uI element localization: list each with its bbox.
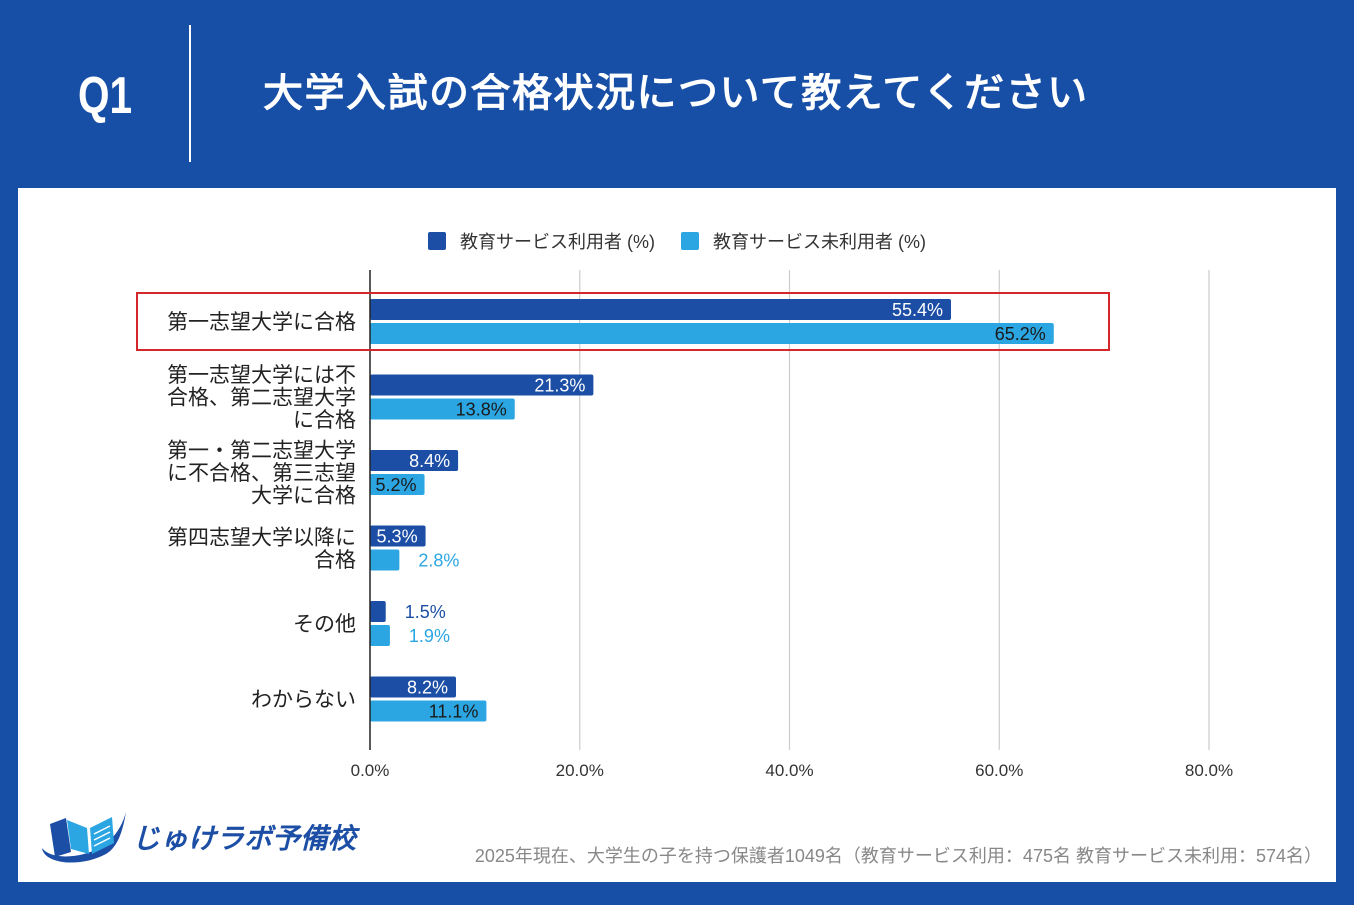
category-label-2: 第一・第二志望大学に不合格、第三志望大学に合格 [167, 440, 356, 508]
category-label-line: 合格、第二志望大学 [167, 387, 356, 410]
category-label-line: 大学に合格 [251, 485, 356, 508]
data-label-s0-c4: 1.5% [405, 602, 446, 622]
bar-s0-c2 [370, 450, 459, 471]
data-label-s0-c0: 55.4% [892, 300, 943, 320]
logo-page-line [93, 837, 111, 847]
data-label-s1-c0: 65.2% [995, 324, 1046, 344]
data-label-s0-c1: 21.3% [534, 375, 585, 395]
logo-book-cover [50, 818, 71, 857]
bar-s1-c1 [370, 398, 515, 420]
data-label-s1-c4: 1.9% [409, 626, 450, 646]
data-label-s0-c5: 8.2% [407, 677, 448, 697]
category-label-4: その他 [293, 613, 356, 636]
bar-s0-c3 [370, 525, 426, 547]
bar-s0-c4 [370, 601, 386, 622]
legend-label-nonuser: 教育サービス未利用者 (%) [713, 232, 926, 252]
bar-s0-c1 [370, 374, 594, 396]
logo-text: じゅけラボ予備校 [132, 823, 357, 854]
logo-book-icon [42, 812, 126, 863]
legend-swatch-nonuser [681, 232, 699, 250]
category-label-line: 合格 [314, 549, 356, 572]
legend-item-user: 教育サービス利用者 (%) [428, 228, 655, 254]
category-label-line: に合格 [293, 409, 356, 432]
legend-item-nonuser: 教育サービス未利用者 (%) [681, 228, 926, 254]
chart-panel: 0.0% 20.0% 40.0% 60.0% 80.0% 第一志望大学に合格 55.4% 65… [18, 188, 1336, 882]
logo-page-line [93, 831, 111, 841]
category-label-0: 第一志望大学に合格 [167, 311, 356, 334]
bar-s1-c2 [370, 474, 425, 495]
data-label-s1-c1: 13.8% [456, 399, 507, 419]
category-label-3: 第四志望大学以降に合格 [167, 526, 356, 572]
category-label-line: わからない [251, 689, 356, 712]
header: Q1 大学入試の合格状況について教えてください [0, 0, 1354, 188]
data-label-s0-c3: 5.3% [377, 526, 418, 546]
page-title: 大学入試の合格状況について教えてください [263, 73, 1089, 113]
category-label-line: その他 [293, 613, 356, 636]
x-tick-label-3: 60.0% [975, 761, 1023, 780]
logo-book-page-left [67, 820, 89, 854]
logo-page-line [93, 825, 111, 835]
bar-s1-c4 [370, 625, 390, 646]
header-divider [189, 25, 191, 162]
logo: じゅけラボ予備校 [40, 808, 356, 866]
bar-chart: 0.0% 20.0% 40.0% 60.0% 80.0% 第一志望大学に合格 55.4% 65… [136, 270, 1233, 780]
category-label-line: 第一・第二志望大学 [167, 440, 356, 463]
x-tick-label-2: 40.0% [765, 761, 813, 780]
category-label-line: 第一志望大学には不 [167, 364, 356, 387]
data-label-s1-c3: 2.8% [418, 550, 459, 570]
category-label-1: 第一志望大学には不合格、第二志望大学に合格 [167, 364, 356, 432]
bar-s1-c3 [370, 549, 400, 571]
x-tick-label-4: 80.0% [1185, 761, 1233, 780]
survey-note: 2025年現在、大学生の子を持つ保護者1049名（教育サービス利用：475名 教… [474, 846, 1322, 866]
legend: 教育サービス利用者 (%) 教育サービス未利用者 (%) [18, 228, 1336, 254]
category-label-line: 第一志望大学に合格 [167, 311, 356, 334]
bar-s0-c0 [370, 299, 952, 320]
legend-swatch-user [428, 232, 446, 250]
category-label-line: に不合格、第三志望 [167, 462, 356, 485]
x-tick-label-0: 0.0% [351, 761, 390, 780]
category-label-5: わからない [251, 689, 356, 712]
logo-swoosh [42, 812, 126, 863]
question-number: Q1 [78, 67, 133, 125]
data-label-s0-c2: 8.4% [409, 451, 450, 471]
bar-s0-c5 [370, 676, 456, 698]
bar-s1-c0 [370, 323, 1054, 344]
category-label-line: 第四志望大学以降に [167, 526, 356, 549]
bar-s1-c5 [370, 700, 487, 722]
highlight-box [136, 292, 1110, 351]
data-label-s1-c5: 11.1% [429, 701, 479, 721]
legend-label-user: 教育サービス利用者 (%) [460, 232, 655, 252]
data-label-s1-c2: 5.2% [376, 475, 417, 495]
x-tick-label-1: 20.0% [556, 761, 604, 780]
